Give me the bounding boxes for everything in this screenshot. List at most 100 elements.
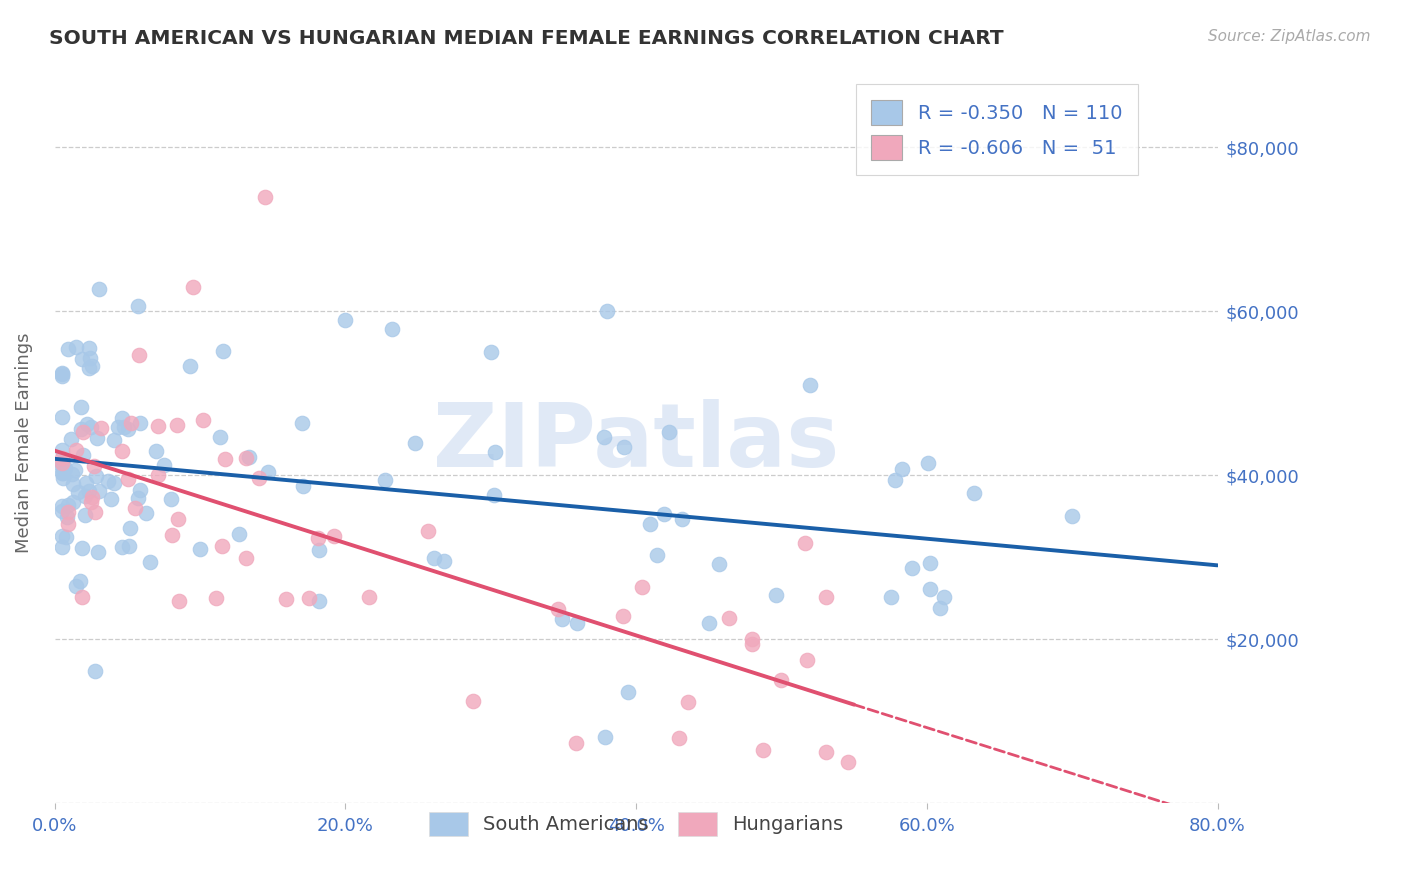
Point	[565, 615, 588, 630]
Point	[60, 467, 83, 482]
Point	[671, 512, 693, 526]
Point	[146, 468, 169, 483]
Point	[145, 443, 167, 458]
Point	[631, 580, 654, 594]
Point	[69, 400, 91, 414]
Point	[596, 304, 619, 318]
Point	[112, 420, 135, 434]
Point	[920, 582, 942, 596]
Point	[69, 574, 91, 588]
Point	[307, 531, 329, 545]
Point	[211, 539, 233, 553]
Point	[235, 551, 257, 566]
Point	[107, 419, 129, 434]
Point	[751, 742, 773, 756]
Point	[120, 417, 142, 431]
Point	[697, 615, 720, 630]
Point	[62, 477, 84, 491]
Point	[117, 422, 139, 436]
Point	[51, 466, 73, 480]
Point	[117, 473, 139, 487]
Text: SOUTH AMERICAN VS HUNGARIAN MEDIAN FEMALE EARNINGS CORRELATION CHART: SOUTH AMERICAN VS HUNGARIAN MEDIAN FEMAL…	[49, 29, 1004, 47]
Point	[51, 442, 73, 457]
Point	[128, 348, 150, 362]
Point	[65, 443, 87, 458]
Point	[103, 433, 125, 447]
Point	[77, 361, 100, 376]
Point	[416, 524, 439, 539]
Point	[139, 555, 162, 569]
Point	[482, 488, 505, 502]
Point	[118, 539, 141, 553]
Point	[166, 417, 188, 432]
Point	[80, 419, 103, 434]
Text: ZIPatlas: ZIPatlas	[433, 399, 839, 486]
Point	[127, 299, 149, 313]
Point	[322, 529, 344, 543]
Point	[612, 608, 634, 623]
Point	[51, 529, 73, 543]
Point	[63, 463, 86, 477]
Point	[718, 611, 741, 625]
Point	[73, 508, 96, 522]
Text: Source: ZipAtlas.com: Source: ZipAtlas.com	[1208, 29, 1371, 44]
Point	[111, 540, 134, 554]
Point	[135, 506, 157, 520]
Point	[884, 473, 907, 487]
Point	[616, 685, 638, 699]
Point	[83, 459, 105, 474]
Point	[62, 495, 84, 509]
Point	[374, 474, 396, 488]
Point	[103, 476, 125, 491]
Point	[51, 460, 73, 475]
Point	[794, 535, 817, 549]
Legend: South Americans, Hungarians: South Americans, Hungarians	[420, 805, 851, 844]
Point	[87, 545, 110, 559]
Point	[70, 541, 93, 555]
Point	[276, 592, 298, 607]
Point	[72, 425, 94, 439]
Point	[89, 484, 111, 499]
Point	[51, 456, 73, 470]
Point	[765, 588, 787, 602]
Point	[1062, 509, 1084, 524]
Point	[58, 505, 80, 519]
Point	[592, 430, 614, 444]
Point	[60, 432, 83, 446]
Point	[97, 474, 120, 488]
Point	[815, 745, 838, 759]
Point	[741, 637, 763, 651]
Point	[110, 444, 132, 458]
Point	[917, 456, 939, 470]
Point	[110, 411, 132, 425]
Point	[79, 351, 101, 365]
Point	[80, 359, 103, 374]
Point	[56, 509, 79, 524]
Point	[678, 695, 700, 709]
Point	[148, 418, 170, 433]
Point	[65, 340, 87, 354]
Point	[160, 528, 183, 542]
Point	[83, 664, 105, 678]
Point	[638, 517, 661, 532]
Point	[963, 486, 986, 500]
Point	[707, 558, 730, 572]
Point	[188, 542, 211, 557]
Point	[291, 478, 314, 492]
Point	[77, 484, 100, 499]
Point	[837, 755, 859, 769]
Point	[66, 484, 89, 499]
Point	[404, 436, 426, 450]
Point	[929, 601, 952, 615]
Point	[214, 452, 236, 467]
Point	[799, 378, 821, 392]
Point	[235, 450, 257, 465]
Point	[932, 590, 955, 604]
Point	[167, 594, 190, 608]
Point	[179, 359, 201, 373]
Point	[86, 431, 108, 445]
Point	[918, 556, 941, 570]
Point	[770, 673, 793, 687]
Point	[70, 590, 93, 604]
Point	[72, 448, 94, 462]
